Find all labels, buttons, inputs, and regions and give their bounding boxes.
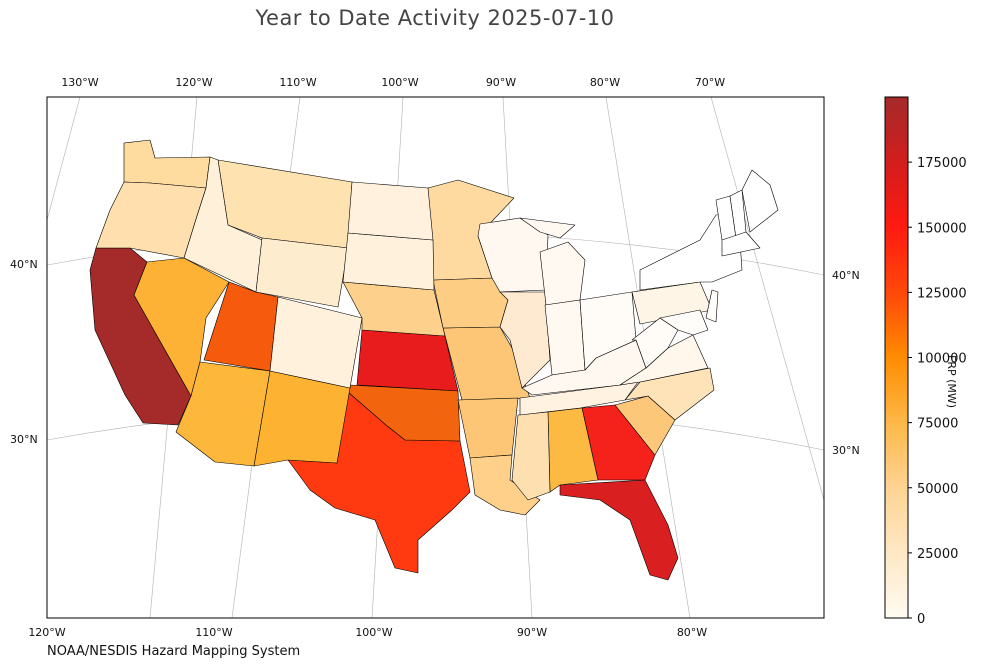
colorbar-tick-label: 175000 <box>917 156 967 171</box>
state-north-dakota <box>347 181 434 241</box>
state-michigan <box>519 217 586 306</box>
state-washington <box>123 139 211 189</box>
top-lon-label: 100°W <box>381 76 418 89</box>
colorbar-tick-label: 150000 <box>917 221 967 236</box>
map-title: Year to Date Activity 2025-07-10 <box>255 6 615 30</box>
state-polygons <box>89 139 779 581</box>
bottom-lon-label: 100°W <box>355 626 392 639</box>
state-new-mexico <box>253 370 351 467</box>
left-lat-label: 40°N <box>10 258 38 271</box>
right-lat-label: 30°N <box>832 444 860 457</box>
right-lat-label: 40°N <box>832 269 860 282</box>
state-maryland <box>659 309 709 336</box>
state-indiana <box>544 299 586 376</box>
top-lon-label: 70°W <box>695 76 725 89</box>
map-frame <box>46 96 825 619</box>
state-massachusetts <box>721 231 761 257</box>
top-lon-label: 80°W <box>590 76 620 89</box>
colorbar <box>884 96 909 619</box>
bottom-lon-label: 120°W <box>28 626 65 639</box>
state-colorado <box>269 296 363 389</box>
state-louisiana <box>469 454 541 516</box>
colorbar-tick-label: 0 <box>917 612 925 627</box>
top-lon-label: 110°W <box>279 76 316 89</box>
top-lon-labels: 130°W 120°W 110°W 100°W 90°W 80°W 70°W <box>61 76 725 89</box>
state-mississippi <box>511 411 551 501</box>
colorbar-tick-label: 100000 <box>917 352 967 367</box>
right-lat-labels: 40°N 30°N <box>832 269 860 457</box>
colorbar-ticks: 0 25000 50000 75000 100000 125000 150000 175000 <box>908 156 967 627</box>
bottom-lon-label: 80°W <box>677 626 707 639</box>
state-ohio <box>579 291 637 371</box>
top-lon-label: 130°W <box>61 76 98 89</box>
state-maine <box>741 169 779 233</box>
left-lat-label: 30°N <box>10 433 38 446</box>
state-arkansas <box>457 397 519 459</box>
top-lon-label: 90°W <box>486 76 516 89</box>
top-lon-label: 120°W <box>175 76 212 89</box>
state-nevada <box>133 257 230 397</box>
credit-text: NOAA/NESDIS Hazard Mapping System <box>47 644 301 659</box>
bottom-lon-labels: 120°W 110°W 100°W 90°W 80°W <box>28 626 707 639</box>
state-new-jersey <box>705 289 719 323</box>
state-wyoming <box>255 237 349 308</box>
colorbar-label: FRP (MW) <box>945 355 958 409</box>
left-lat-labels: 40°N 30°N <box>10 258 38 446</box>
state-south-dakota <box>342 232 435 291</box>
colorbar-tick-label: 75000 <box>917 417 958 432</box>
bottom-lon-label: 110°W <box>195 626 232 639</box>
state-california <box>89 247 192 426</box>
colorbar-tick-label: 25000 <box>917 547 958 562</box>
state-kansas <box>356 329 459 392</box>
colorbar-tick-label: 125000 <box>917 286 967 301</box>
state-florida <box>559 479 679 581</box>
bottom-lon-label: 90°W <box>517 626 547 639</box>
state-new-york <box>639 212 743 291</box>
colorbar-tick-label: 50000 <box>917 482 958 497</box>
